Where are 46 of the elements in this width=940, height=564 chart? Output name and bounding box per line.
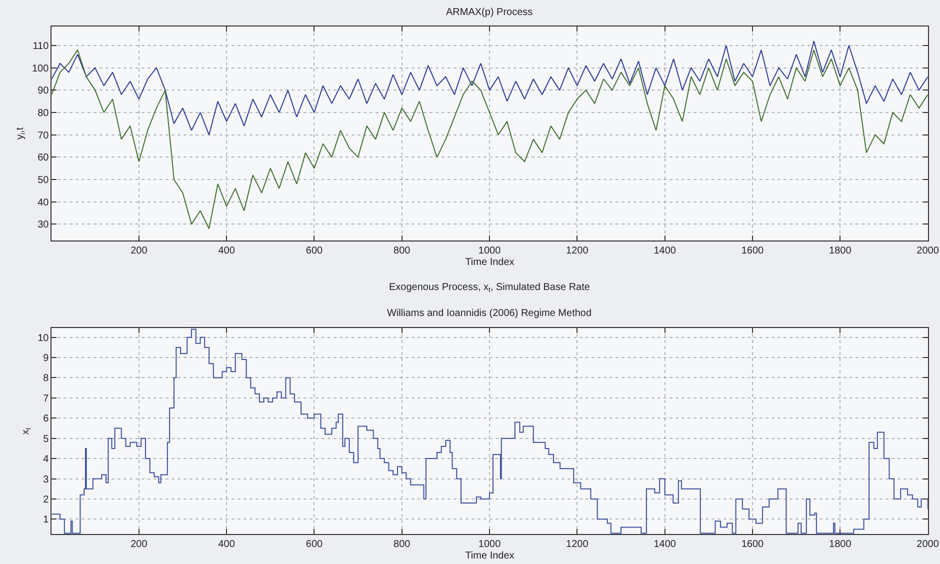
y-tick-label: 2: [43, 494, 50, 506]
y-tick-label: 6: [43, 414, 50, 425]
x-tick-label: 1200: [566, 245, 589, 256]
y-tick-label: 4: [43, 454, 50, 466]
x-axis-title: Time Index: [465, 256, 514, 268]
x-tick-label: 200: [130, 245, 148, 256]
x-tick-label: 1000: [478, 245, 502, 256]
x-tick-label: 1800: [829, 539, 852, 550]
y-tick-label: 90: [38, 86, 50, 97]
y-tick-label: 5: [43, 434, 50, 445]
y-tick-label: 60: [38, 152, 50, 164]
chart-subtitle: Williams and Ioannidis (2006) Regime Method: [387, 308, 592, 319]
y-tick-label: 9: [43, 353, 50, 364]
x-tick-label: 400: [218, 539, 236, 550]
x-tick-label: 800: [394, 245, 411, 256]
line-series: [52, 49, 928, 230]
y-tick-label: 3: [43, 474, 50, 486]
x-tick-label: 1200: [566, 539, 589, 550]
x-tick-label: 600: [306, 245, 323, 256]
y-tick-label: 8: [43, 373, 50, 384]
y-tick-label: 50: [38, 175, 50, 186]
x-tick-label: 1800: [829, 245, 852, 256]
y-tick-label: 30: [38, 220, 50, 231]
x-axis-title: Time Index: [465, 550, 514, 562]
y-tick-label: 1: [43, 514, 50, 526]
x-tick-label: 1000: [478, 539, 502, 550]
chart-title: ARMAX(p) Process: [446, 7, 533, 18]
x-tick-label: 800: [394, 539, 411, 550]
x-tick-label: 600: [306, 539, 323, 550]
x-tick-label: 1400: [654, 539, 676, 550]
y-tick-label: 7: [43, 393, 50, 404]
y-tick-label: 10: [38, 332, 50, 344]
y-tick-label: 100: [32, 63, 50, 74]
x-tick-label: 400: [218, 245, 236, 256]
y-tick-label: 110: [32, 41, 50, 52]
x-tick-label: 1600: [741, 245, 764, 256]
y-tick-label: 40: [38, 197, 50, 208]
x-tick-label: 1400: [654, 245, 676, 256]
x-tick-label: 200: [130, 539, 148, 550]
y-tick-label: 80: [38, 108, 50, 119]
x-tick-label: 1600: [741, 539, 764, 550]
x-tick-label: 2000: [916, 245, 940, 256]
line-series: [52, 40, 928, 136]
y-tick-label: 70: [38, 130, 50, 142]
x-tick-label: 2000: [916, 539, 940, 550]
chart-title: Exogenous Process, x$_{t}$, Simulated Base Rate: [389, 282, 590, 294]
